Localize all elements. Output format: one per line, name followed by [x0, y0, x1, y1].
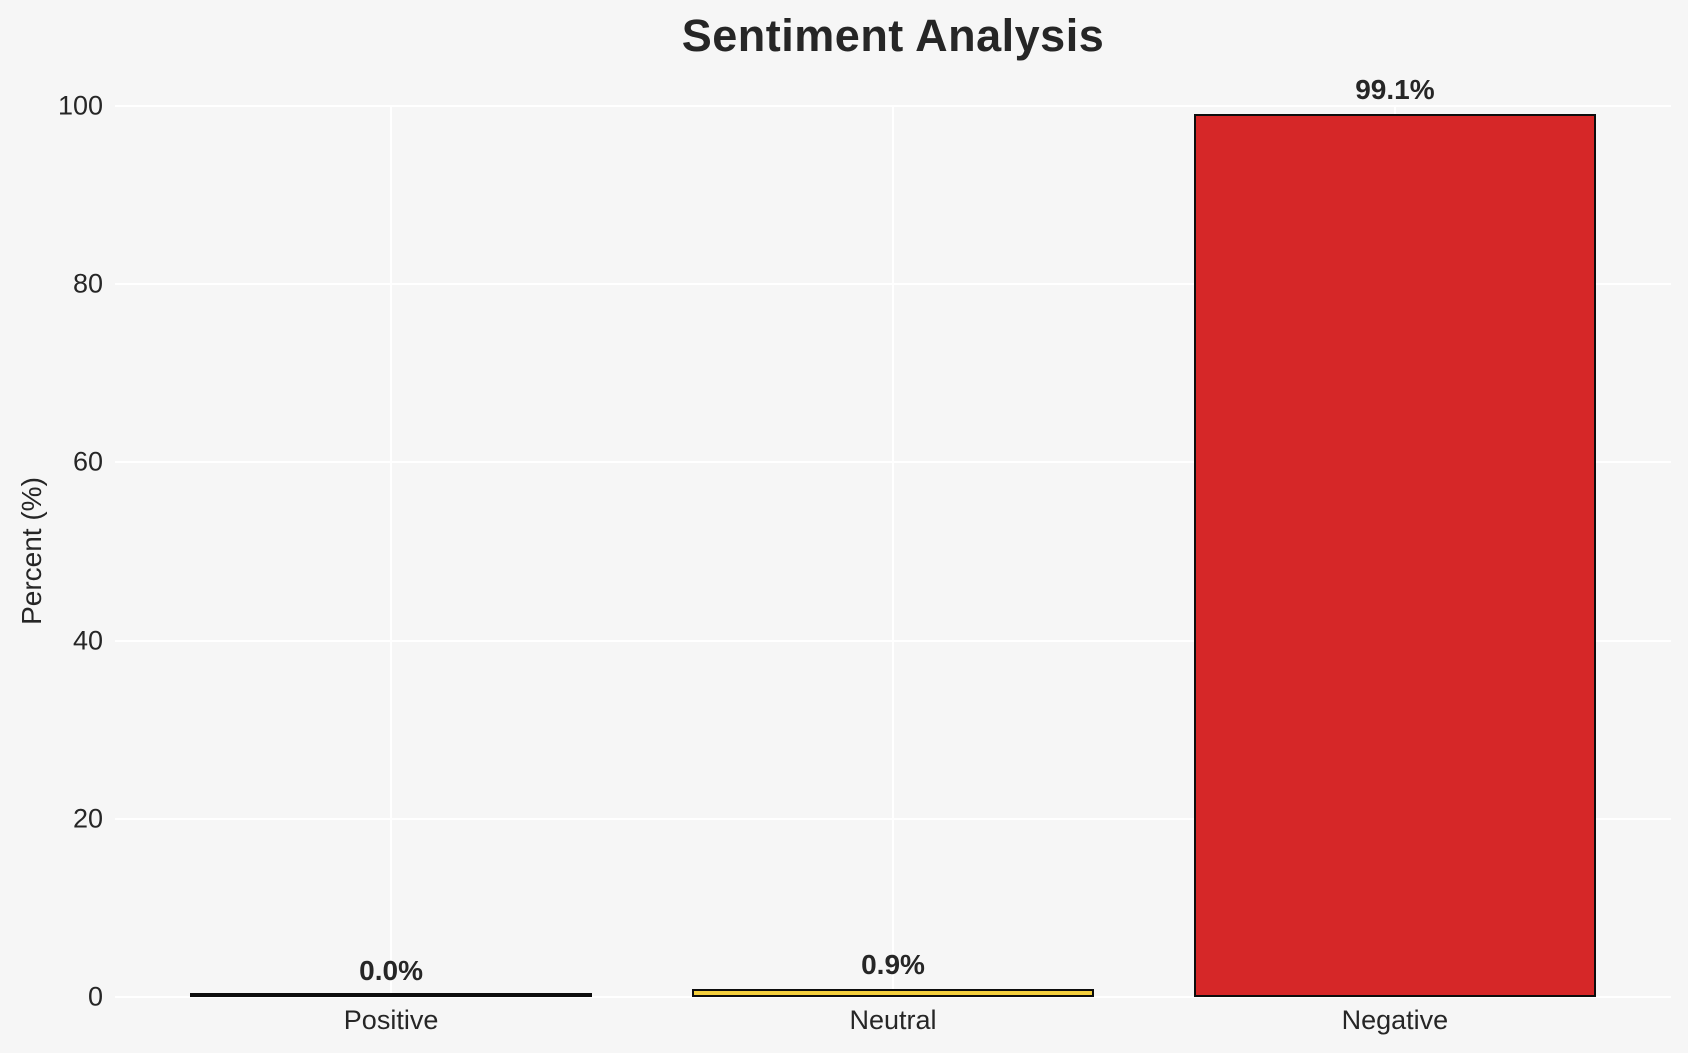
value-label-positive: 0.0%	[359, 954, 423, 986]
ytick-label-80: 80	[72, 268, 103, 299]
plot-area: 0 20 40 60 80 100 0.0% Positive 0.9% Neutral 99.1%…	[58, 74, 1671, 1035]
xtick-label-neutral: Neutral	[849, 1005, 937, 1035]
xtick-label-positive: Positive	[343, 1005, 439, 1035]
bar-neutral	[692, 988, 1094, 997]
bar-positive	[190, 993, 592, 997]
value-label-neutral: 0.9%	[861, 948, 925, 980]
y-axis-title: Percent (%)	[16, 477, 47, 625]
v-gridline-positive	[390, 106, 393, 997]
h-gridline-0	[115, 996, 1671, 998]
chart-title: Sentiment Analysis	[681, 10, 1105, 61]
ytick-label-20: 20	[72, 803, 103, 834]
ytick-label-100: 100	[57, 90, 103, 121]
v-gridline-neutral	[892, 106, 894, 997]
value-label-negative: 99.1%	[1355, 74, 1435, 106]
ytick-label-60: 60	[72, 446, 103, 477]
ytick-label-40: 40	[72, 625, 103, 656]
xtick-label-negative: Negative	[1341, 1005, 1449, 1035]
ytick-label-0: 0	[87, 981, 103, 1012]
bar-negative	[1194, 114, 1596, 997]
